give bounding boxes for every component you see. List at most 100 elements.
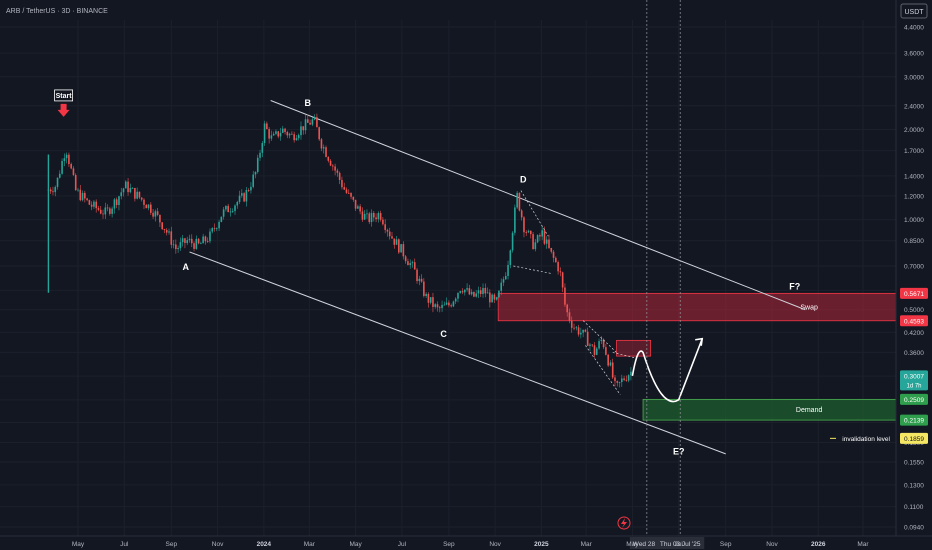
candle-body: [423, 281, 425, 297]
candle-body: [52, 191, 54, 193]
candle-body: [627, 375, 630, 381]
candle-body: [368, 213, 371, 223]
time-tick-label: May: [626, 541, 639, 548]
candle-body: [409, 263, 412, 266]
candle-body: [438, 307, 441, 309]
candle-body: [495, 297, 498, 300]
candle-body: [227, 205, 229, 213]
candle-body: [70, 164, 72, 169]
candle-body: [334, 166, 336, 171]
time-tick-label: 2025: [534, 541, 549, 548]
candle-body: [220, 216, 223, 222]
candle-body: [404, 256, 407, 262]
price-label-countdown: 1d 7h: [906, 383, 921, 389]
candle-body: [238, 195, 241, 202]
symbol-title: ARB / TetherUS · 3D · BINANCE: [6, 8, 108, 15]
candle-body: [529, 230, 532, 235]
candle-body: [586, 331, 589, 346]
candle-body: [104, 207, 107, 215]
candle-body: [272, 133, 275, 136]
candle-body: [195, 238, 198, 249]
candle-body: [363, 213, 366, 220]
candle-body: [493, 294, 496, 300]
time-tick-label: Mar: [857, 541, 869, 548]
candle-body: [616, 381, 619, 383]
candle-body: [111, 208, 113, 214]
candle-body: [398, 239, 400, 253]
time-tick-label: Jul: [398, 541, 407, 548]
candle-body: [473, 291, 475, 297]
candle-body: [209, 231, 211, 242]
price-tick-label: 0.8500: [904, 238, 924, 245]
candle-body: [559, 271, 562, 273]
wave-label: C: [440, 329, 447, 339]
candle-body: [416, 269, 418, 282]
candle-body: [420, 278, 423, 282]
candle-body: [539, 235, 541, 237]
candle-body: [607, 354, 609, 366]
candle-body: [623, 378, 625, 380]
candle-body: [336, 170, 339, 173]
wave-label: F?: [789, 281, 800, 291]
candle-body: [309, 122, 311, 125]
candle-body: [357, 206, 359, 209]
candle-body: [436, 304, 439, 308]
candle-body: [452, 301, 455, 307]
candle-body: [561, 272, 564, 288]
price-label-box: [900, 370, 928, 391]
candle-body: [88, 200, 91, 205]
candle-body: [156, 211, 159, 215]
candle-body: [190, 238, 193, 244]
candle-body: [329, 160, 332, 166]
candle-body: [327, 156, 330, 161]
candle-body: [477, 290, 480, 294]
candle-body: [448, 302, 450, 306]
candle-body: [555, 257, 557, 263]
candle-layer: [47, 113, 632, 388]
candle-body: [454, 298, 457, 302]
time-tick-label: May: [349, 541, 362, 548]
invalidation-label: invalidation level: [842, 436, 890, 443]
candle-body: [152, 212, 154, 217]
candle-body: [518, 192, 521, 211]
candle-body: [302, 126, 305, 131]
candle-body: [630, 371, 632, 376]
lightning-icon[interactable]: [617, 516, 631, 530]
candle-body: [413, 262, 416, 270]
candle-body: [138, 191, 141, 198]
candle-body: [498, 290, 500, 298]
price-label-value: 0.4593: [904, 318, 924, 325]
candle-body: [347, 192, 350, 194]
candle-body: [243, 193, 245, 202]
time-tick-label: Jul: [120, 541, 129, 548]
candle-body: [325, 147, 327, 157]
candle-body: [391, 236, 393, 239]
candle-body: [332, 165, 334, 167]
candle-body: [313, 117, 316, 120]
candle-body: [479, 290, 482, 294]
candle-body: [418, 278, 421, 282]
candle-body: [106, 207, 109, 209]
candle-body: [432, 297, 434, 307]
candle-body: [525, 232, 528, 234]
candle-body: [165, 229, 168, 233]
currency-button[interactable]: [900, 3, 928, 19]
candle-body: [77, 189, 79, 191]
candle-body: [213, 228, 216, 229]
candle-body: [445, 302, 448, 305]
candle-body: [288, 133, 291, 136]
grid-layer: [0, 20, 896, 536]
candle-body: [614, 377, 616, 382]
candle-body: [511, 232, 514, 251]
candle-body: [215, 228, 218, 230]
candle-body: [484, 287, 487, 294]
wave-label: A: [182, 262, 189, 272]
candle-body: [593, 345, 596, 355]
candle-body: [136, 191, 138, 199]
price-tick-label: 1.7000: [904, 148, 924, 155]
candle-body: [129, 188, 132, 193]
time-tick-label: 2024: [257, 541, 272, 548]
candle-body: [532, 234, 534, 250]
candle-body: [552, 251, 555, 258]
